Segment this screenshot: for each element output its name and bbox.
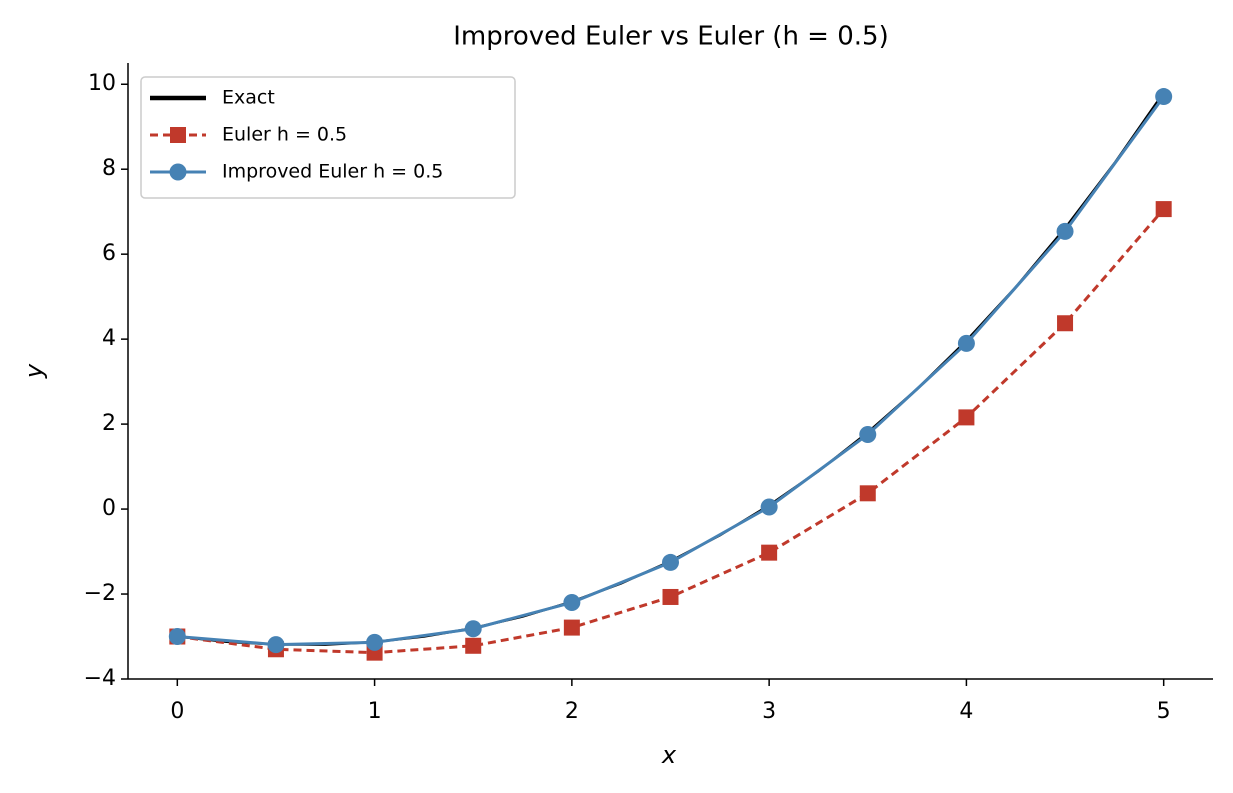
y-tick-label: −4 xyxy=(84,666,116,691)
marker xyxy=(366,633,384,651)
legend-label: Improved Euler h = 0.5 xyxy=(222,161,443,183)
marker xyxy=(169,163,187,181)
marker xyxy=(1057,315,1074,332)
x-tick-label: 2 xyxy=(565,699,579,724)
y-tick-label: 6 xyxy=(102,241,116,266)
marker xyxy=(1155,201,1172,218)
marker xyxy=(958,409,975,426)
y-tick-label: 10 xyxy=(88,71,116,96)
y-tick-label: 4 xyxy=(102,326,116,351)
legend-box xyxy=(140,76,516,199)
x-tick-label: 1 xyxy=(368,699,382,724)
y-tick-label: 2 xyxy=(102,411,116,436)
marker xyxy=(957,334,975,352)
marker xyxy=(662,553,679,571)
y-tick-label: 8 xyxy=(102,156,116,181)
x-axis-label: x xyxy=(661,741,677,769)
marker xyxy=(662,588,679,605)
marker xyxy=(563,594,581,612)
x-tick-label: 5 xyxy=(1157,699,1171,724)
legend-label: Euler h = 0.5 xyxy=(222,124,347,146)
marker xyxy=(168,628,186,646)
y-tick-label: −2 xyxy=(84,581,116,606)
y-tick-label: 0 xyxy=(102,496,116,521)
marker xyxy=(464,620,482,638)
marker xyxy=(267,636,285,654)
x-tick-label: 4 xyxy=(959,699,973,724)
chart-title: Improved Euler vs Euler (h = 0.5) xyxy=(453,22,888,52)
x-tick-label: 0 xyxy=(170,699,184,724)
marker xyxy=(760,498,778,516)
marker xyxy=(1155,88,1173,106)
series-line xyxy=(177,208,1165,655)
marker xyxy=(1056,222,1074,240)
marker xyxy=(563,619,580,636)
legend: Exact Euler h = 0.5 Improved Euler h = 0.5 xyxy=(140,76,516,199)
x-tick-label: 3 xyxy=(762,699,776,724)
marker xyxy=(859,485,876,502)
y-axis-label: y xyxy=(20,363,48,379)
marker xyxy=(761,544,778,561)
marker xyxy=(859,426,877,444)
marker xyxy=(465,637,482,654)
marker xyxy=(170,127,186,143)
legend-label: Exact xyxy=(222,87,275,109)
